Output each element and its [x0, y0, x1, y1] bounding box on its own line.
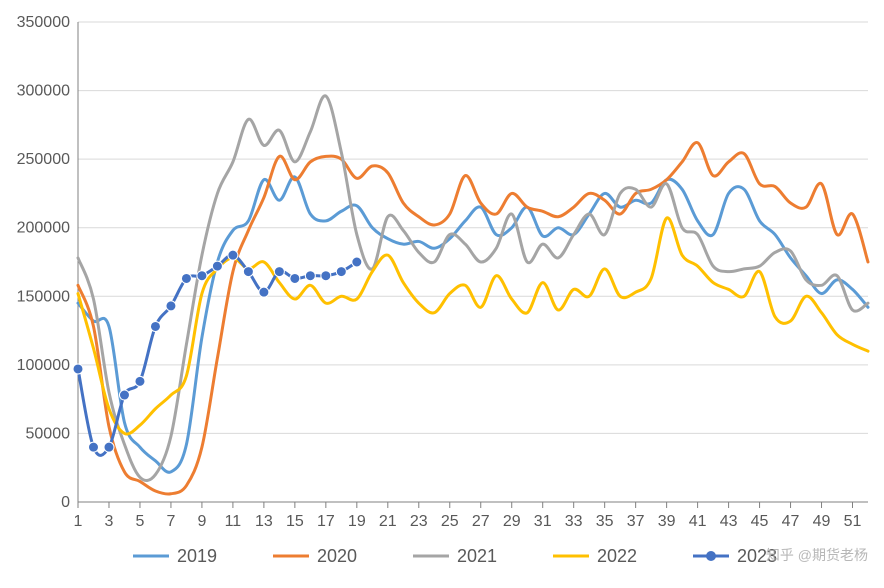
x-tick-label: 47 [782, 513, 800, 530]
marker-2023 [135, 376, 145, 386]
marker-2023 [150, 321, 160, 331]
x-tick-label: 51 [844, 513, 862, 530]
x-tick-label: 39 [658, 513, 676, 530]
x-tick-label: 5 [136, 513, 145, 530]
y-tick-label: 350000 [17, 14, 70, 31]
y-tick-label: 300000 [17, 83, 70, 100]
x-tick-label: 15 [286, 513, 304, 530]
x-tick-label: 23 [410, 513, 428, 530]
x-tick-label: 1 [74, 513, 83, 530]
y-tick-label: 150000 [17, 288, 70, 305]
x-tick-label: 25 [441, 513, 459, 530]
x-tick-label: 27 [472, 513, 490, 530]
legend-label-2021: 2021 [457, 546, 497, 566]
marker-2023 [274, 267, 284, 277]
x-tick-label: 29 [503, 513, 521, 530]
legend-label-2019: 2019 [177, 546, 217, 566]
x-tick-label: 17 [317, 513, 335, 530]
x-tick-label: 41 [689, 513, 707, 530]
marker-2023 [73, 364, 83, 374]
marker-2023 [166, 301, 176, 311]
marker-2023 [228, 250, 238, 260]
legend-marker-2023 [706, 551, 716, 561]
marker-2023 [290, 273, 300, 283]
marker-2023 [181, 273, 191, 283]
y-tick-label: 100000 [17, 357, 70, 374]
marker-2023 [119, 390, 129, 400]
watermark: 知乎 @期货老杨 [766, 547, 868, 563]
marker-2023 [305, 271, 315, 281]
x-tick-label: 33 [565, 513, 583, 530]
marker-2023 [336, 267, 346, 277]
x-tick-label: 7 [166, 513, 175, 530]
marker-2023 [88, 442, 98, 452]
marker-2023 [212, 261, 222, 271]
chart-svg: 0 50000 100000 150000 200000 250000 300000 3500… [0, 0, 884, 588]
x-tick-label: 13 [255, 513, 273, 530]
marker-2023 [104, 442, 114, 452]
y-tick-label: 200000 [17, 220, 70, 237]
x-tick-label: 9 [197, 513, 206, 530]
x-tick-label: 35 [596, 513, 614, 530]
x-tick-label: 37 [627, 513, 645, 530]
x-tick-label: 11 [225, 513, 242, 530]
marker-2023 [321, 271, 331, 281]
marker-2023 [259, 287, 269, 297]
marker-2023 [197, 271, 207, 281]
x-tick-label: 43 [720, 513, 738, 530]
y-tick-label: 250000 [17, 151, 70, 168]
legend-label-2022: 2022 [597, 546, 637, 566]
x-tick-label: 21 [379, 513, 397, 530]
marker-2023 [243, 267, 253, 277]
x-tick-label: 31 [534, 513, 552, 530]
x-tick-label: 19 [348, 513, 366, 530]
x-tick-label: 3 [105, 513, 114, 530]
x-tick-label: 45 [751, 513, 769, 530]
line-chart: 0 50000 100000 150000 200000 250000 300000 3500… [0, 0, 884, 588]
y-tick-label: 50000 [26, 425, 71, 442]
y-tick-label: 0 [61, 494, 70, 511]
legend-label-2020: 2020 [317, 546, 357, 566]
x-tick-label: 49 [813, 513, 831, 530]
marker-2023 [352, 257, 362, 267]
